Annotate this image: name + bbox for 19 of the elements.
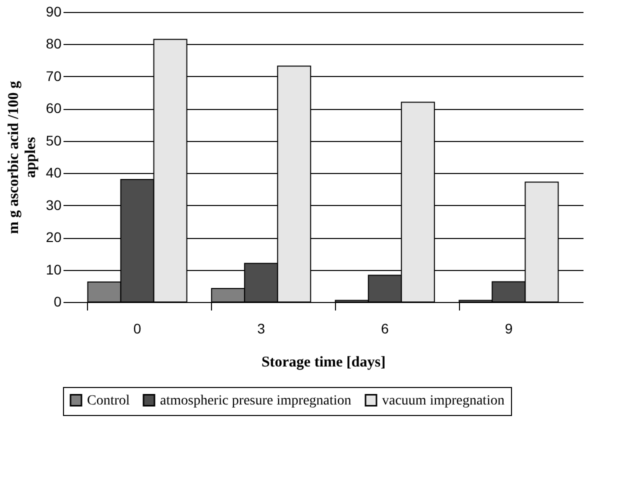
y-tick-label: 50 [46,132,62,148]
legend-label: Control [87,393,130,408]
y-tick-label: 60 [46,100,62,116]
y-tick-label: 90 [46,4,62,20]
y-tick-label: 40 [46,164,62,181]
y-tick-label: 80 [46,36,62,52]
legend-label: vacuum impregnation [382,393,504,408]
y-tick-label: 0 [54,294,62,310]
x-tick-label: 3 [257,320,266,336]
x-tick-label: 9 [504,320,513,336]
y-tick-label: 30 [46,196,62,213]
x-axis-title: Storage time [days] [261,354,386,370]
y-tick-label: 20 [46,229,62,246]
x-tick-label: 6 [381,320,390,336]
y-tick-label: 70 [46,68,62,84]
legend-label: atmospheric presure impregnation [160,393,352,408]
x-tick-label: 0 [133,320,142,336]
y-tick-label: 10 [46,261,62,278]
y-axis-title: m g ascorbic acid /100 g apples [6,80,39,234]
